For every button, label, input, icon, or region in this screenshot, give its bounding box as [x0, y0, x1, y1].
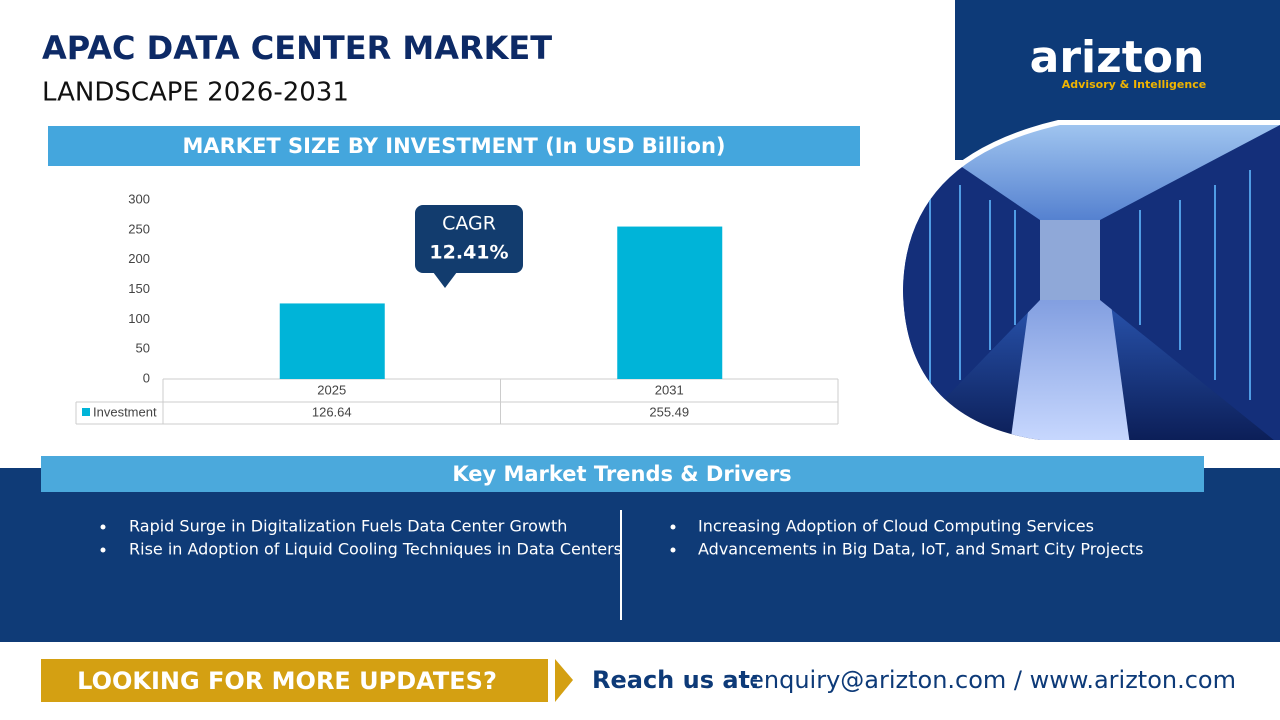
data-center-image: [903, 125, 1280, 440]
x-tick-label: 2025: [317, 382, 346, 397]
cta-arrow: [555, 659, 573, 702]
cta-banner: [41, 659, 548, 702]
y-tick-label: 150: [128, 281, 150, 296]
logo: arizton: [1030, 32, 1205, 83]
bullets: [100, 524, 676, 553]
y-tick-label: 200: [128, 251, 150, 266]
bar: [279, 303, 385, 379]
y-tick-label: 50: [136, 341, 150, 356]
chart-title-bar: [48, 126, 860, 166]
trends-panel: [0, 468, 1280, 642]
subtitle: LANDSCAPE 2026-2031: [42, 78, 349, 108]
trend-item: Rise in Adoption of Liquid Cooling Techn…: [129, 540, 622, 559]
contact: enquiry@arizton.com / www.arizton.com: [749, 666, 1236, 694]
callout-pointer: [433, 272, 457, 288]
bar: [617, 226, 723, 379]
trend-item: Increasing Adoption of Cloud Computing S…: [698, 517, 1094, 536]
callout-value: 12.41%: [429, 242, 508, 264]
chart: 0 50 100 150 200 250 300 Investment 126.64 255.49…: [75, 191, 839, 425]
trend-item: Rapid Surge in Digitalization Fuels Data…: [129, 517, 567, 536]
y-tick-label: 300: [128, 191, 150, 206]
data-label: 255.49: [649, 404, 689, 419]
logo-tagline: Advisory & Intelligence: [1062, 78, 1206, 91]
cta: LOOKING FOR MORE UPDATES?: [77, 667, 497, 695]
contact-label: Reach us at:: [592, 666, 760, 694]
trend-item: Advancements in Big Data, IoT, and Smart…: [698, 540, 1144, 559]
chart-title: MARKET SIZE BY INVESTMENT (In USD Billio…: [182, 134, 725, 158]
callout-title: CAGR: [442, 213, 496, 235]
y-tick-label: 0: [143, 370, 150, 385]
trends-title: Key Market Trends & Drivers: [452, 462, 791, 486]
callout: [415, 205, 523, 273]
legend-label: Investment: [93, 404, 157, 419]
y-tick-label: 250: [128, 221, 150, 236]
legend-swatch: [82, 408, 90, 416]
title: APAC DATA CENTER MARKET: [42, 29, 552, 67]
trends-title-bar: [41, 456, 1204, 492]
y-tick-label: 100: [128, 311, 150, 326]
x-tick-label: 2031: [655, 382, 684, 397]
data-label: 126.64: [312, 404, 352, 419]
